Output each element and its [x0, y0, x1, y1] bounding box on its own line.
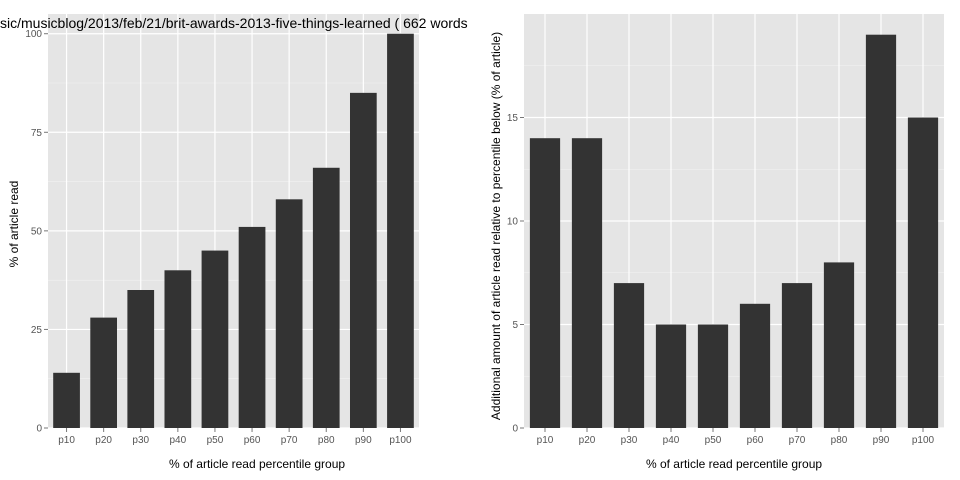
y-tick-label: 50	[31, 226, 43, 237]
y-axis-title: % of article read	[7, 181, 21, 268]
x-tick-label: p80	[318, 435, 335, 446]
x-tick-label: p80	[831, 435, 848, 446]
y-tick-label: 0	[36, 424, 42, 435]
x-tick-label: p20	[95, 435, 112, 446]
y-tick-label: 0	[512, 424, 518, 435]
y-tick-label: 15	[507, 113, 519, 124]
y-tick-label: 25	[31, 325, 43, 336]
x-tick-label: p70	[281, 435, 298, 446]
bar-p40	[164, 270, 192, 428]
y-tick-label: 10	[507, 217, 519, 228]
right-bar-chart: 0 5 10 15 p10 p20 p30 p40 p50 p60 p70 p80 p90 p100 % o…	[489, 14, 944, 471]
bar-p20	[90, 317, 118, 428]
x-tick-label: p90	[355, 435, 372, 446]
bar-p10	[53, 372, 80, 428]
bar-p10	[529, 138, 561, 428]
bar-p70	[275, 199, 303, 428]
y-tick-label: 100	[25, 29, 42, 40]
x-tick-label: p50	[207, 435, 224, 446]
bar-p80	[312, 167, 340, 428]
bar-p70	[781, 283, 813, 428]
y-axis-title: Additional amount of article read relati…	[489, 32, 503, 420]
bar-p30	[613, 283, 645, 428]
x-tick-label: p60	[747, 435, 764, 446]
x-tick-label: p30	[621, 435, 638, 446]
x-tick-label: p90	[873, 435, 890, 446]
x-tick-label: p100	[912, 435, 935, 446]
x-axis-title: % of article read percentile group	[646, 457, 822, 471]
bar-p60	[238, 226, 266, 428]
bar-p20	[571, 138, 603, 428]
x-tick-label: p60	[244, 435, 261, 446]
x-tick-label: p20	[579, 435, 596, 446]
bar-p40	[655, 324, 687, 428]
y-tick-label: 75	[31, 128, 43, 139]
y-tick-label: 5	[512, 320, 518, 331]
chart-title: sic/musicblog/2013/feb/21/brit-awards-20…	[0, 15, 468, 31]
x-tick-label: p50	[705, 435, 722, 446]
bar-p100	[907, 117, 939, 428]
bar-p60	[739, 303, 771, 428]
x-tick-label: p40	[170, 435, 187, 446]
bar-p80	[823, 262, 855, 428]
bar-p50	[201, 250, 229, 428]
x-tick-label: p10	[58, 435, 75, 446]
left-bar-chart: 0 25 50 75 100 p10 p20 p30 p40 p50 p60 p70 p80 p90 p10…	[0, 14, 468, 471]
bar-p50	[697, 324, 729, 428]
x-tick-label: p10	[537, 435, 554, 446]
x-tick-label: p40	[663, 435, 680, 446]
bar-p30	[127, 290, 155, 428]
bar-p90	[349, 92, 377, 428]
x-tick-label: p70	[789, 435, 806, 446]
x-tick-label: p100	[389, 435, 412, 446]
bar-p90	[865, 34, 897, 428]
bar-p100	[387, 33, 414, 428]
x-axis-title: % of article read percentile group	[169, 457, 345, 471]
x-tick-label: p30	[132, 435, 149, 446]
